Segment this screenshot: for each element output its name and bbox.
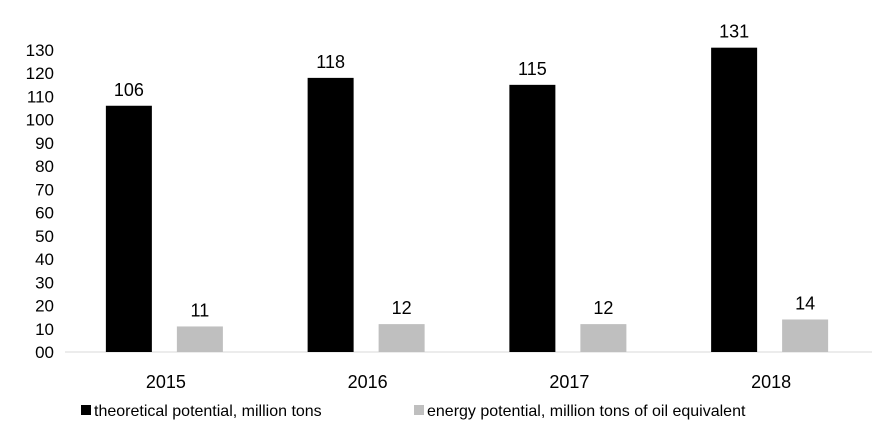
bar-series-2-2016 bbox=[378, 324, 425, 352]
x-tick-label: 2018 bbox=[751, 372, 791, 392]
y-tick-label: 120 bbox=[26, 64, 54, 83]
y-tick-label: 70 bbox=[35, 180, 54, 199]
y-tick-label: 110 bbox=[27, 87, 54, 106]
bar-series-1-2017 bbox=[509, 84, 556, 352]
data-label: 106 bbox=[114, 80, 144, 100]
y-tick-label: 60 bbox=[35, 204, 54, 223]
data-label: 12 bbox=[593, 298, 613, 318]
data-label: 11 bbox=[191, 300, 210, 320]
y-tick-label: 100 bbox=[26, 111, 54, 130]
y-tick-label: 40 bbox=[35, 250, 54, 269]
bar-series-1-2018 bbox=[711, 47, 758, 353]
legend-swatch-2 bbox=[414, 405, 424, 415]
bar-series-2-2018 bbox=[782, 319, 829, 352]
bar-series-1-2015 bbox=[105, 105, 152, 352]
y-tick-label: 10 bbox=[35, 320, 54, 339]
y-tick-label: 80 bbox=[35, 157, 54, 176]
data-label: 14 bbox=[795, 293, 815, 313]
data-label: 12 bbox=[392, 298, 412, 318]
legend: theoretical potential, million tons energ… bbox=[81, 403, 746, 420]
x-tick-label: 2016 bbox=[348, 372, 388, 392]
bar-series-2-2015 bbox=[176, 326, 223, 352]
legend-label-2: energy potential, million tons of oil eq… bbox=[427, 403, 746, 420]
data-label: 118 bbox=[316, 52, 345, 72]
y-tick-label: 00 bbox=[35, 343, 54, 362]
x-tick-label: 2015 bbox=[146, 372, 186, 392]
y-axis: 00 10 20 30 40 50 60 70 80 90 100 110 120 130 bbox=[26, 41, 54, 362]
x-tick-label: 2017 bbox=[549, 372, 589, 392]
y-tick-label: 90 bbox=[35, 134, 54, 153]
y-tick-label: 50 bbox=[35, 227, 54, 246]
bar-series-2-2017 bbox=[580, 324, 627, 352]
y-tick-label: 20 bbox=[35, 297, 54, 316]
data-label: 115 bbox=[518, 59, 547, 79]
y-tick-label: 30 bbox=[35, 273, 54, 292]
legend-swatch-1 bbox=[81, 405, 91, 415]
data-label: 131 bbox=[719, 22, 749, 42]
bars bbox=[105, 47, 829, 353]
legend-label-1: theoretical potential, million tons bbox=[94, 403, 322, 420]
x-axis: 2015 2016 2017 2018 bbox=[65, 351, 872, 392]
data-labels: 106 11 118 12 115 12 131 14 bbox=[114, 22, 815, 321]
y-tick-label: 130 bbox=[26, 41, 54, 60]
bar-series-1-2016 bbox=[307, 77, 354, 352]
